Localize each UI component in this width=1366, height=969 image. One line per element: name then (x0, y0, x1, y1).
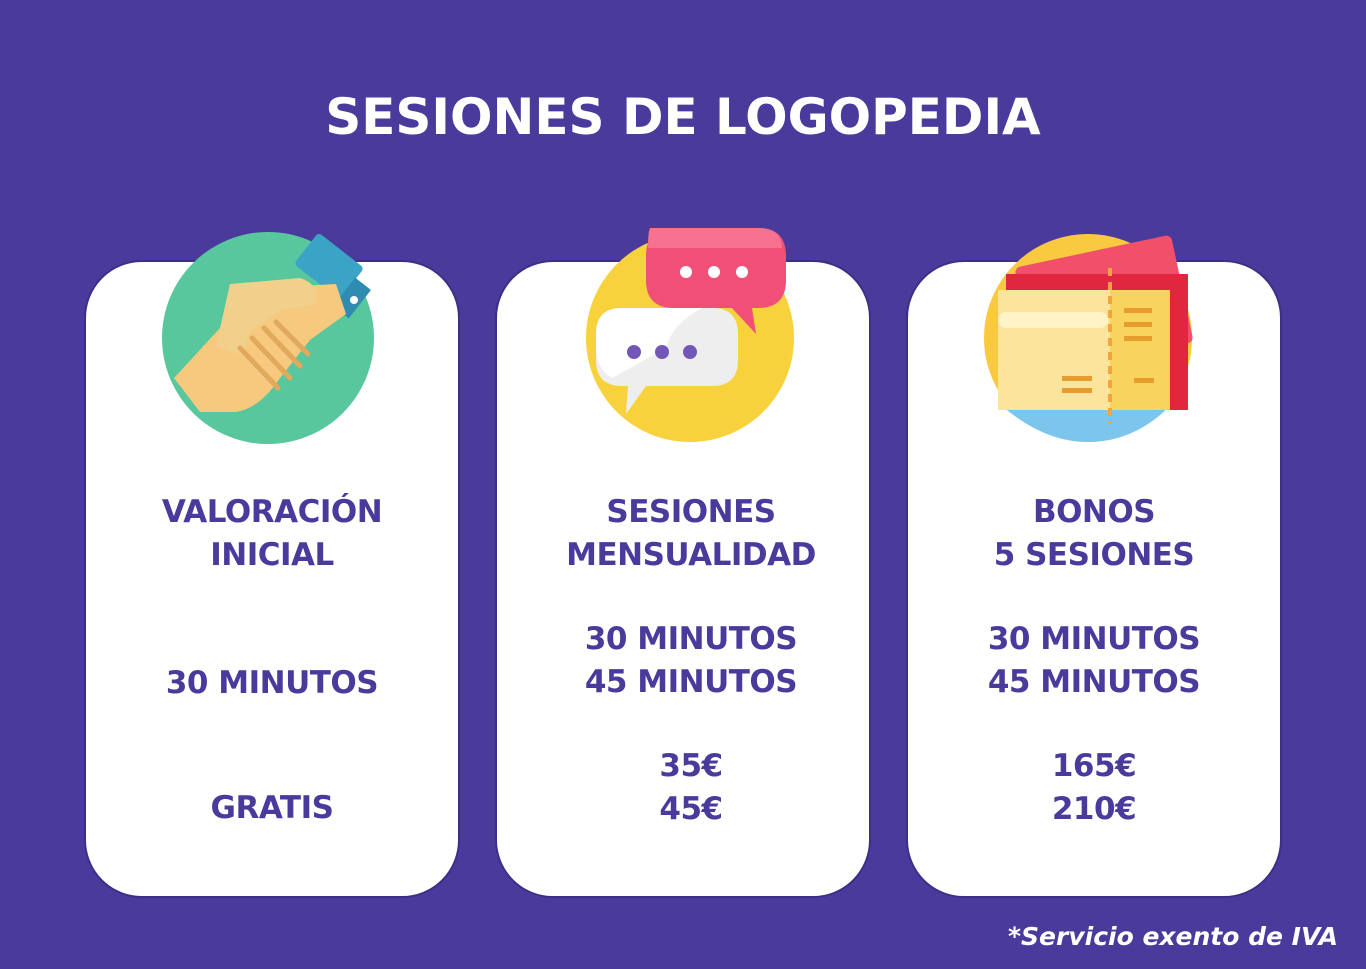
page-title: SESIONES DE LOGOPEDIA (325, 88, 1041, 146)
chat-bubbles-icon (582, 228, 798, 444)
card-title-line: VALORACIÓN (161, 494, 383, 530)
price-item: GRATIS (210, 790, 334, 826)
card-title-bonos: BONOS 5 SESIONES (906, 491, 1282, 577)
duration-list: 30 MINUTOS (84, 662, 460, 705)
card-title-sesiones: SESIONES MENSUALIDAD (503, 491, 879, 577)
price-item: 210€ (1051, 791, 1137, 827)
card-title-line: SESIONES (606, 494, 776, 530)
price-item: 165€ (1051, 748, 1137, 784)
price-list: 35€ 45€ (503, 745, 879, 831)
card-title-line: BONOS (1032, 494, 1156, 530)
tickets-icon (984, 228, 1200, 444)
price-item: 45€ (659, 791, 723, 827)
price-item: 35€ (659, 748, 723, 784)
card-title-line: INICIAL (210, 537, 334, 573)
footnote: *Servicio exento de IVA (1007, 922, 1338, 951)
duration-item: 30 MINUTOS (584, 621, 798, 657)
price-list: 165€ 210€ (906, 745, 1282, 831)
card-title-line: MENSUALIDAD (566, 537, 816, 573)
duration-list: 30 MINUTOS 45 MINUTOS (503, 618, 879, 704)
card-title-line: 5 SESIONES (993, 537, 1195, 573)
handshake-icon (160, 228, 376, 444)
duration-item: 30 MINUTOS (987, 621, 1201, 657)
duration-item: 45 MINUTOS (584, 664, 798, 700)
duration-item: 45 MINUTOS (987, 664, 1201, 700)
card-title-valoracion: VALORACIÓN INICIAL (84, 491, 460, 577)
duration-list: 30 MINUTOS 45 MINUTOS (906, 618, 1282, 704)
price-list: GRATIS (84, 787, 460, 830)
duration-item: 30 MINUTOS (165, 665, 379, 701)
